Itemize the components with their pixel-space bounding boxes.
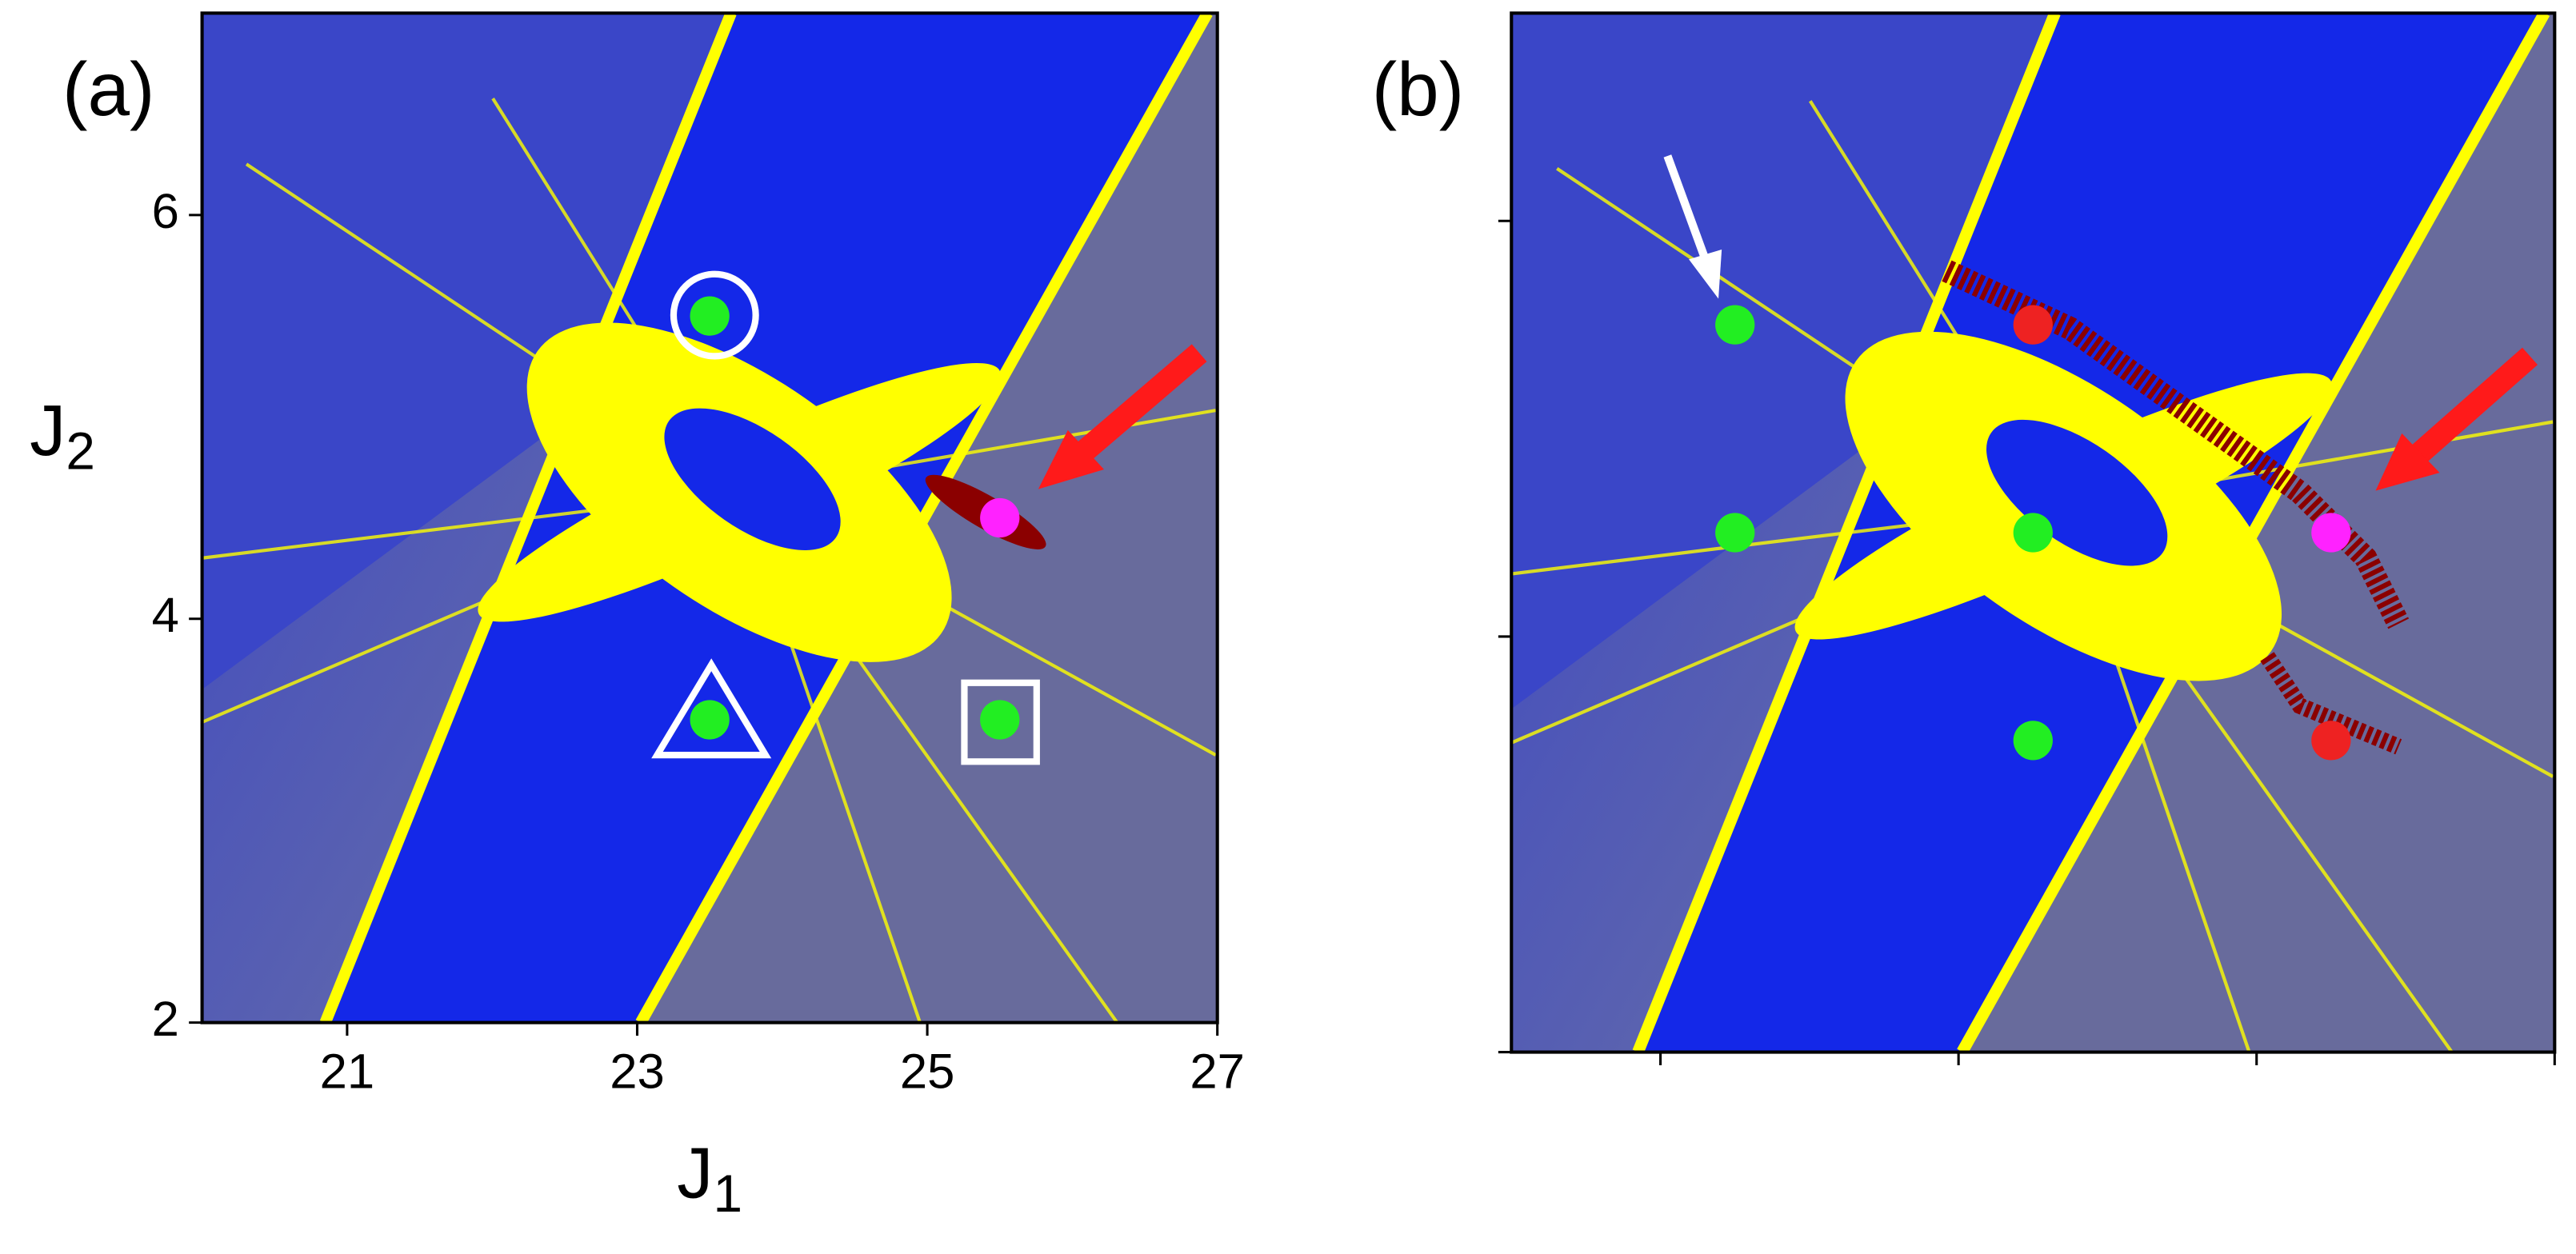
circle-marker	[670, 270, 759, 360]
point	[2311, 721, 2351, 761]
point	[1715, 513, 1755, 553]
plot-frame	[1510, 11, 2557, 1054]
point	[2311, 513, 2351, 553]
y-axis-label: J2	[30, 390, 95, 481]
y-axis-label-sub: 2	[66, 422, 95, 481]
x-axis-label-sub: 1	[713, 1165, 742, 1224]
y-axis-label-base: J	[30, 390, 66, 471]
y-tick-label: 2	[152, 992, 179, 1047]
x-tick-label: 23	[610, 1044, 665, 1100]
triangle-marker	[651, 658, 772, 759]
x-tick-label: 25	[900, 1044, 955, 1100]
x-axis-label-base: J	[677, 1132, 713, 1213]
panel-label: (b)	[1372, 48, 1464, 132]
cross-cluster	[1942, 260, 2410, 629]
x-tick-label: 27	[1190, 1044, 1245, 1100]
point	[2013, 513, 2053, 553]
point	[1715, 305, 1755, 345]
x-axis-label: J1	[677, 1132, 742, 1223]
plot-frame	[200, 11, 1219, 1024]
cross-cluster	[2260, 652, 2402, 755]
y-tick-label: 4	[152, 588, 179, 643]
y-tick-label: 6	[152, 184, 179, 239]
square-marker	[961, 679, 1040, 765]
point	[2013, 721, 2053, 761]
arrow	[1038, 154, 2538, 491]
point	[980, 700, 1020, 740]
x-tick-label: 21	[320, 1044, 375, 1100]
map-background	[202, 13, 1218, 1022]
panel-label: (a)	[62, 48, 154, 132]
point	[690, 296, 730, 336]
point	[980, 497, 1020, 538]
point	[690, 700, 730, 740]
point	[2013, 305, 2053, 345]
